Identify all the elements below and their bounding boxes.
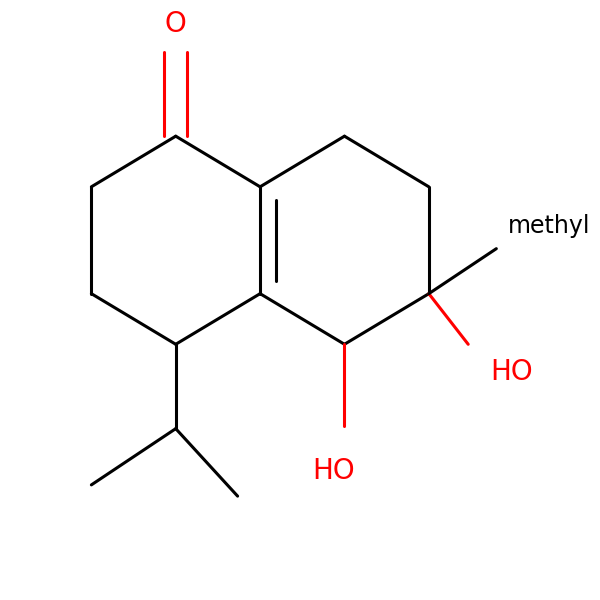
Text: O: O xyxy=(165,10,187,38)
Text: methyl: methyl xyxy=(508,214,590,238)
Text: HO: HO xyxy=(491,358,533,386)
Text: HO: HO xyxy=(312,457,355,485)
